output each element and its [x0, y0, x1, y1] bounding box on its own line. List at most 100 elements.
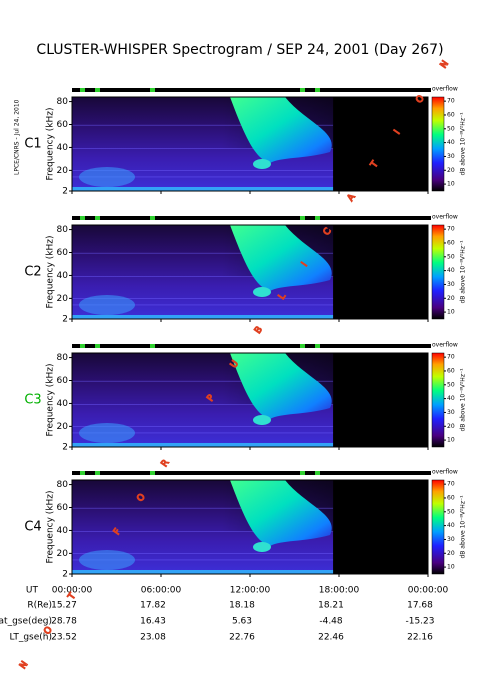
spectrogram-patch [79, 295, 135, 315]
spectrogram-plume [230, 353, 332, 419]
colorbar-tick-label: 40 [447, 395, 455, 402]
status-mark [95, 471, 100, 475]
spectrogram-floor [72, 315, 334, 319]
y-axis-label: Frequency (kHz) [46, 235, 56, 308]
spectrogram-plume [230, 480, 332, 546]
spectrogram-floor [72, 570, 334, 574]
ephemeris-value: 17.82 [140, 601, 166, 611]
panel-label: C4 [24, 520, 41, 535]
y-tick-label: 80 [57, 353, 69, 363]
ephemeris-value: 18.18 [229, 601, 255, 611]
colorbar-label: dB above 10⁻⁸V²Hz⁻¹ [460, 495, 467, 559]
y-axis-label: Frequency (kHz) [46, 490, 56, 563]
status-mark [80, 471, 85, 475]
y-tick-label: 40 [57, 399, 69, 409]
y-tick-label: 80 [57, 97, 69, 107]
colorbar-tick-label: 70 [447, 354, 455, 361]
y-tick-label: 60 [57, 503, 69, 513]
y-tick-label: 40 [57, 143, 69, 153]
spectrogram-floor [72, 443, 334, 447]
status-mark [150, 88, 155, 92]
y-tick-label: 60 [57, 248, 69, 258]
ephemeris-value: -15.23 [405, 617, 434, 627]
x-tick-label: 00:00:00 [52, 586, 93, 596]
spectrogram-patch [79, 167, 135, 187]
ephemeris-value: 23.52 [51, 633, 77, 643]
colorbar-tick-label: 40 [447, 139, 455, 146]
ephemeris-row-label: R(Re) [27, 601, 52, 611]
figure-title: CLUSTER-WHISPER Spectrogram / SEP 24, 20… [36, 42, 443, 58]
y-tick-label: 2 [62, 187, 68, 197]
colorbar-tick-label: 60 [447, 239, 455, 246]
y-axis-label: Frequency (kHz) [46, 363, 56, 436]
x-tick-label: 18:00:00 [319, 586, 360, 596]
ephemeris-value: 15.27 [51, 601, 77, 611]
colorbar-tick-label: 20 [447, 423, 455, 430]
colorbar-tick-label: 20 [447, 295, 455, 302]
spectrogram-plume [230, 225, 332, 291]
colorbar-tick-label: 70 [447, 481, 455, 488]
y-tick-label: 20 [57, 549, 69, 559]
colorbar-tick-label: 60 [447, 494, 455, 501]
ephemeris-value: 22.76 [229, 633, 255, 643]
colorbar-tick-label: 40 [447, 267, 455, 274]
status-mark [150, 344, 155, 348]
colorbar-top-label: overflow [432, 86, 458, 93]
y-tick-label: 40 [57, 271, 69, 281]
ephemeris-value: 22.16 [407, 633, 433, 643]
y-axis-label: Frequency (kHz) [46, 107, 56, 180]
y-tick-label: 20 [57, 422, 69, 432]
status-mark [315, 471, 320, 475]
ephemeris-row-label: LT_gse(h) [10, 633, 52, 643]
x-tick-label: 00:00:00 [408, 586, 449, 596]
spectrogram-blob [253, 415, 271, 425]
colorbar-top-label: overflow [432, 214, 458, 221]
status-mark [315, 88, 320, 92]
ephemeris-row-label: Lat_gse(deg) [0, 617, 52, 627]
status-mark [95, 216, 100, 220]
x-tick-label: 12:00:00 [230, 586, 271, 596]
colorbar [431, 479, 445, 575]
status-bar [72, 216, 431, 220]
status-mark [80, 88, 85, 92]
y-tick-label: 40 [57, 526, 69, 536]
colorbar [431, 224, 445, 320]
spectrogram-blob [253, 287, 271, 297]
ephemeris-value: 17.68 [407, 601, 433, 611]
y-tick-label: 60 [57, 376, 69, 386]
status-bar [72, 471, 431, 475]
colorbar-tick-label: 50 [447, 253, 455, 260]
colorbar-tick-label: 50 [447, 508, 455, 515]
status-mark [150, 216, 155, 220]
y-tick-label: 80 [57, 480, 69, 490]
y-tick-label: 80 [57, 225, 69, 235]
status-mark [300, 344, 305, 348]
y-tick-label: 2 [62, 315, 68, 325]
spectrogram-plume [230, 97, 332, 163]
colorbar-tick-label: 10 [447, 564, 455, 571]
colorbar-tick-label: 20 [447, 550, 455, 557]
status-mark [300, 88, 305, 92]
ephemeris-value: 23.08 [140, 633, 166, 643]
status-mark [95, 344, 100, 348]
colorbar-tick-label: 10 [447, 181, 455, 188]
colorbar [431, 96, 445, 192]
colorbar-tick-label: 50 [447, 381, 455, 388]
colorbar-label: dB above 10⁻⁸V²Hz⁻¹ [460, 240, 467, 304]
colorbar-tick-label: 60 [447, 111, 455, 118]
colorbar-tick-label: 50 [447, 125, 455, 132]
status-mark [95, 88, 100, 92]
colorbar-top-label: overflow [432, 342, 458, 349]
colorbar-tick-label: 20 [447, 167, 455, 174]
panel-label: C3 [24, 393, 41, 408]
ephemeris-row-label: UT [26, 586, 39, 596]
colorbar-label: dB above 10⁻⁸V²Hz⁻¹ [460, 112, 467, 176]
x-tick-label: 06:00:00 [141, 586, 182, 596]
spectrogram-patch [79, 423, 135, 443]
y-tick-label: 20 [57, 166, 69, 176]
ephemeris-value: 16.43 [140, 617, 166, 627]
status-mark [300, 471, 305, 475]
